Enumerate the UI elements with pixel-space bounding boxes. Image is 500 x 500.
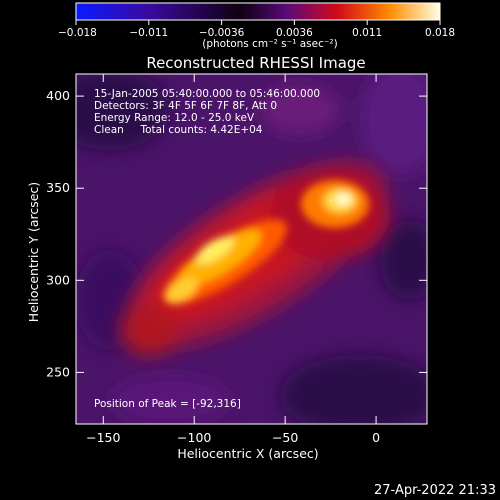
y-tick-label: 400 bbox=[46, 88, 70, 103]
y-axis-label: Heliocentric Y (arcsec) bbox=[26, 182, 41, 322]
x-tick-label: −50 bbox=[272, 430, 298, 445]
y-tick-label: 350 bbox=[46, 180, 70, 195]
y-axis: 250 300 350 400 bbox=[46, 88, 427, 379]
colorbar-tick-label: −0.011 bbox=[129, 27, 168, 39]
y-tick-label: 250 bbox=[46, 364, 70, 379]
info-line-detectors: Detectors: 3F 4F 5F 6F 7F 8F, Att 0 bbox=[94, 100, 277, 112]
timestamp: 27-Apr-2022 21:33 bbox=[374, 483, 496, 498]
colorbar-tick-label: 0.011 bbox=[352, 27, 382, 39]
colorbar-tick-label: −0.018 bbox=[58, 27, 97, 39]
info-line-time-range: 15-Jan-2005 05:40:00.000 to 05:46:00.000 bbox=[94, 88, 320, 100]
colorbar-ticks: −0.018 −0.011 −0.0036 0.0036 0.011 0.018 bbox=[58, 20, 455, 39]
x-tick-label: −100 bbox=[177, 430, 211, 445]
info-line-energy-range: Energy Range: 12.0 - 25.0 keV bbox=[94, 112, 255, 124]
peak-position-label: Position of Peak = [-92,316] bbox=[94, 398, 241, 410]
colorbar-tick-label: −0.0036 bbox=[199, 27, 245, 39]
heatmap-image bbox=[76, 74, 427, 424]
x-tick-label: −150 bbox=[86, 430, 120, 445]
x-axis: −150 −100 −50 0 bbox=[86, 74, 380, 445]
x-tick-label: 0 bbox=[372, 430, 380, 445]
source-peak bbox=[207, 249, 210, 253]
colorbar-tick-label: 0.0036 bbox=[276, 27, 313, 39]
info-line-counts: Clean Total counts: 4.42E+04 bbox=[94, 124, 263, 136]
info-block: 15-Jan-2005 05:40:00.000 to 05:46:00.000… bbox=[94, 88, 320, 136]
y-tick-label: 300 bbox=[46, 272, 70, 287]
colorbar-units-label: (photons cm⁻² s⁻¹ asec⁻²) bbox=[202, 38, 337, 50]
source-peak bbox=[329, 199, 332, 203]
colorbar-tick-label: 0.018 bbox=[425, 27, 455, 39]
x-axis-label: Heliocentric X (arcsec) bbox=[177, 446, 318, 461]
colorbar: −0.018 −0.011 −0.0036 0.0036 0.011 0.018 (pho… bbox=[58, 2, 455, 50]
chart-title: Reconstructed RHESSI Image bbox=[146, 54, 365, 72]
colorbar-gradient bbox=[75, 2, 441, 21]
plot-frame bbox=[75, 73, 428, 425]
